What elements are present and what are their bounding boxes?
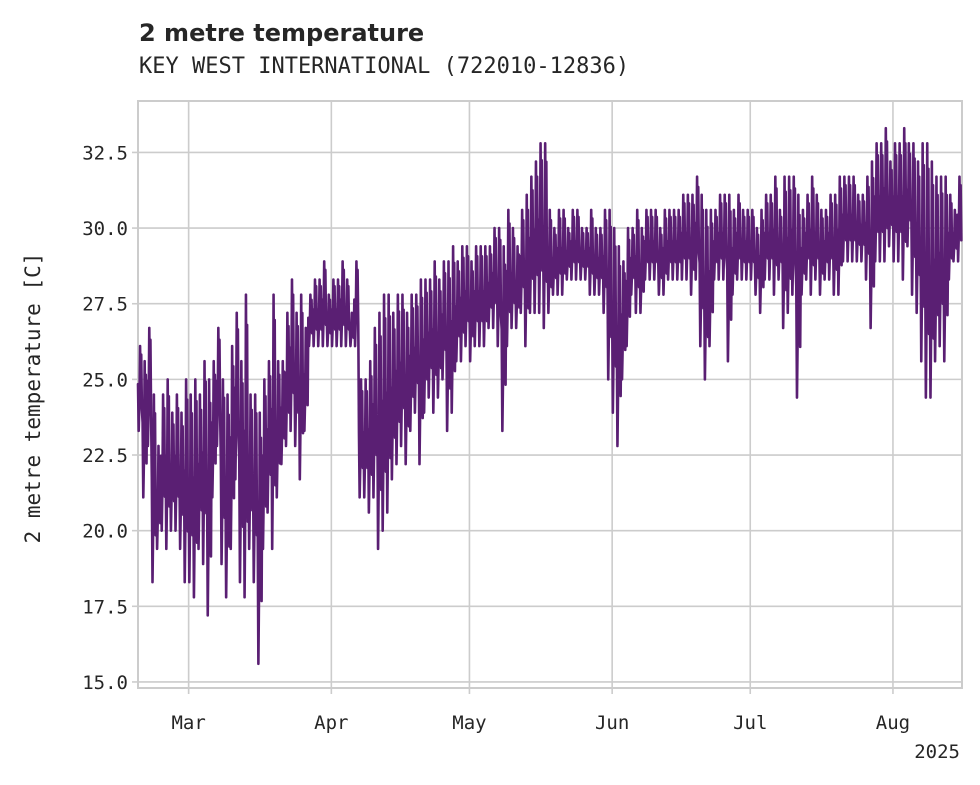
- y-tick-label: 30.0: [82, 218, 128, 240]
- chart-title: 2 metre temperature: [139, 19, 424, 47]
- y-tick-label: 25.0: [82, 369, 128, 391]
- x-tick-label: Jul: [733, 712, 767, 734]
- y-tick-label: 27.5: [82, 294, 128, 316]
- x-axis-ticks: Mar Apr May Jun Jul Aug: [171, 688, 910, 734]
- x-tick-label: Jun: [595, 712, 629, 734]
- temperature-series-line: [136, 126, 963, 666]
- y-tick-label: 22.5: [82, 445, 128, 467]
- x-tick-label: Mar: [171, 712, 205, 734]
- y-tick-label: 20.0: [82, 521, 128, 543]
- y-axis-ticks: 15.0 17.5 20.0 22.5 25.0 27.5 30.0 32.5: [82, 142, 138, 694]
- y-tick-label: 15.0: [82, 672, 128, 694]
- series-layer: [136, 126, 963, 666]
- x-tick-label: Apr: [314, 712, 348, 734]
- x-offset-label: 2025: [914, 741, 960, 763]
- y-tick-label: 17.5: [82, 596, 128, 618]
- x-tick-label: Aug: [876, 712, 910, 734]
- chart-subtitle: KEY WEST INTERNATIONAL (722010-12836): [139, 54, 629, 79]
- x-tick-label: May: [452, 712, 486, 734]
- y-tick-label: 32.5: [82, 142, 128, 164]
- grid-lines: [138, 101, 962, 688]
- y-axis-label: 2 metre temperature [C]: [21, 253, 45, 544]
